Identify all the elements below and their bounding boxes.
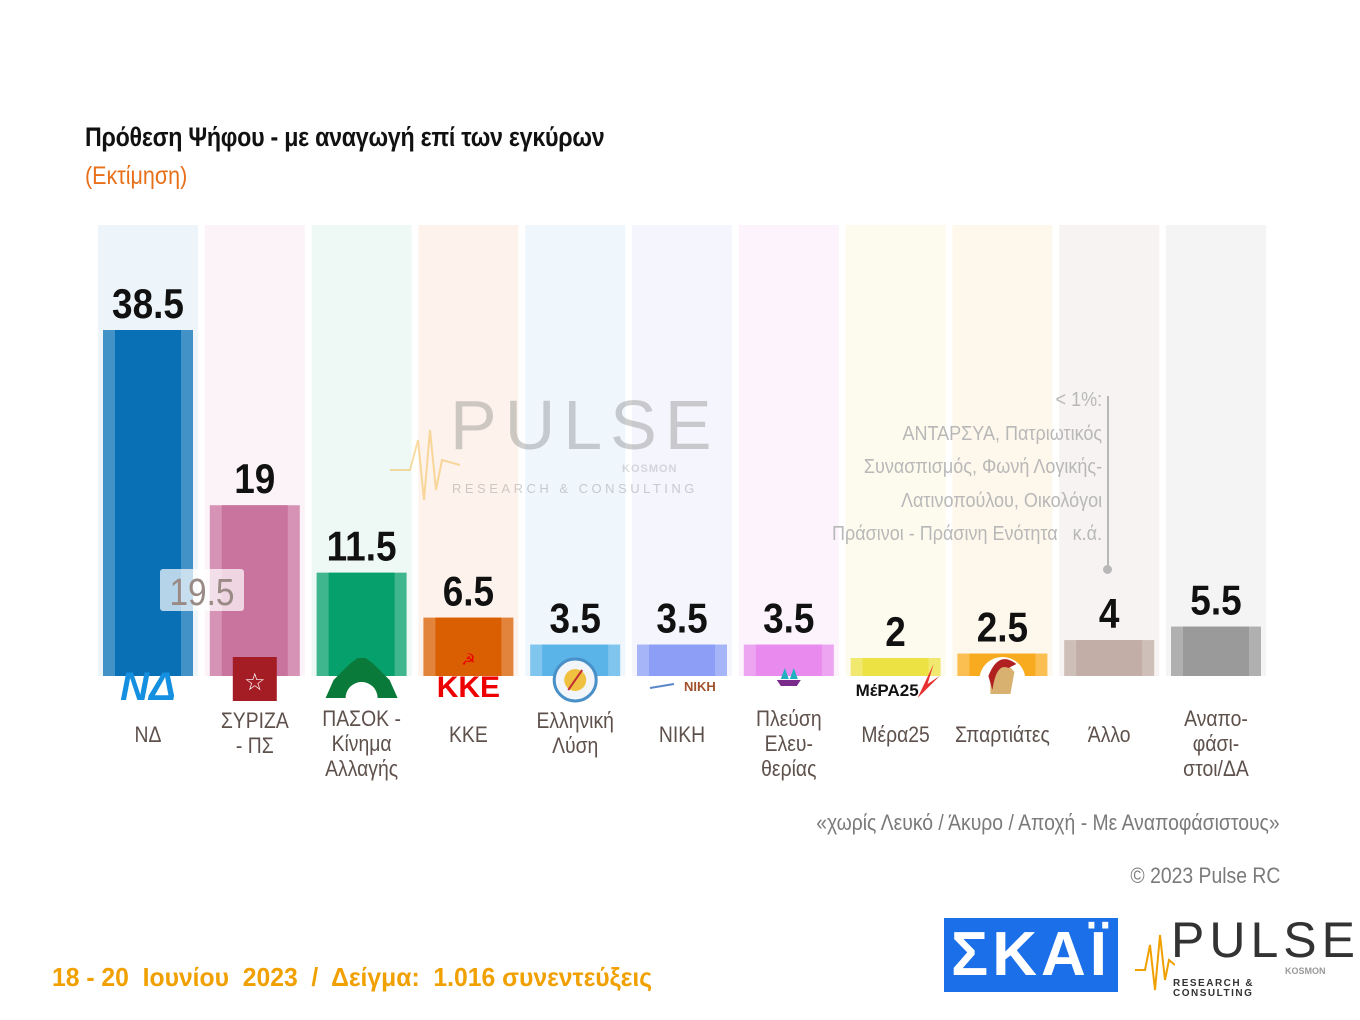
category-label: στοι/ΔΑ [1183,757,1249,781]
value-label: 3.5 [550,595,601,642]
fieldwork-info: 18 - 20 Ιουνίου 2023 / Δείγμα: 1.016 συν… [52,962,653,992]
party-logo-6 [776,668,801,686]
bar-core [435,617,502,676]
kke-logo-icon: ΚΚΕ [437,671,500,704]
value-label: 2.5 [977,604,1028,651]
chart-subtitle: (Εκτίμηση) [85,162,188,190]
mera25-logo-icon: ΜέΡΑ25 [856,681,919,700]
column-background [738,225,839,676]
value-label: 2 [885,609,906,656]
category-label: θερίας [761,757,816,781]
column-background [952,225,1053,676]
column-background [525,225,626,676]
party-logo-7: ΜέΡΑ25 [856,664,940,700]
bar-chart: 38.5 ΝΔ ΝΔ 19 ☆ ΣΥΡΙΖΑ- ΠΣ 11.5 ΠΑΣΟΚ -ΚίνημαΑλ… [98,225,1266,781]
value-label: 6.5 [443,568,494,615]
category-label: Ελευ- [765,732,813,756]
value-label: 5.5 [1190,577,1241,624]
category-label: Άλλο [1088,723,1131,747]
plefsi-ship-icon [776,680,801,686]
value-label: 3.5 [763,595,814,642]
nikh-logo-icon: ΝΙΚΗ [684,679,716,694]
category-label: Ελληνική [536,709,613,733]
bar-core [115,330,181,676]
note-connector-dot [1103,565,1112,574]
party-logo-4 [552,657,598,703]
ghost-label-box [160,569,244,611]
value-label: 38.5 [112,281,184,328]
category-label: Κίνημα [332,732,392,756]
column-background [845,225,946,676]
value-label: 19 [234,456,275,503]
value-label: 3.5 [656,595,707,642]
copyright: © 2023 Pulse RC [1130,863,1280,888]
party-logo-0: ΝΔ [120,665,176,709]
column-background [1166,225,1266,676]
column-background [632,225,732,676]
party-logo-8 [979,657,1026,703]
kke-hammer-sickle-icon: ☭ [461,652,475,669]
bar-core [649,644,715,676]
bar-core [1183,626,1249,676]
category-label: Μέρα25 [861,723,929,747]
column-background [1059,225,1160,676]
category-label: ΝΙΚΗ [659,723,705,747]
bar-core [1076,640,1143,676]
chart-title: Πρόθεση Ψήφου - με αναγωγή επί των εγκύρ… [85,122,605,152]
spartan-crest-icon [988,659,1017,690]
nd-logo-icon: ΝΔ [120,665,176,709]
pasok-sun-arc [345,682,378,698]
ghost-value-label: 19.5 [169,571,234,613]
value-label: 11.5 [327,523,397,570]
category-label: ΣΥΡΙΖΑ [221,709,289,733]
skai-logo: ΣΚΑΪ [944,918,1118,992]
pulse-logo: PULSE KOSMON RESEARCH & CONSULTING [1135,915,1355,999]
compass-needle [567,669,584,691]
category-label: ΚΚΕ [449,723,488,747]
pasok-sun-icon [325,658,398,698]
party-logo-1: ☆ [232,657,277,701]
nikh-wave-icon [649,683,675,689]
syriza-star-icon: ☆ [244,669,266,696]
plefsi-sails-icon [780,668,798,679]
party-logo-2 [325,658,398,698]
category-label: Αναπο- [1184,707,1248,731]
column-background [418,225,519,676]
bar-core [862,658,929,676]
party-logo-3: ☭ ΚΚΕ [437,652,500,704]
pulse-watermark: PULSE KOSMON RESEARCH & CONSULTING [390,390,712,501]
base-note: «χωρίς Λευκό / Άκυρο / Αποχή - Με Αναποφ… [816,810,1280,835]
minor-parties-note: < 1%: ΑΝΤΑΡΣΥΑ, Πατριωτικός Συνασπισμός,… [831,389,1102,545]
syriza-logo-icon [232,657,277,701]
category-label: Σπαρτιάτες [955,723,1050,747]
category-label: φάσι- [1193,732,1239,756]
category-label: Αλλαγής [325,757,398,781]
category-label: Πλεύση [756,707,822,731]
category-label: ΝΔ [135,723,162,747]
category-label: Λύση [552,734,598,758]
bar-core [755,644,822,676]
mera25-bird-icon [917,664,940,698]
category-label: ΠΑΣΟΚ - [322,707,401,731]
note-connector-line [1107,396,1109,568]
category-label: - ΠΣ [236,734,274,758]
value-label: 4 [1099,591,1120,638]
party-logo-5: ΝΙΚΗ [649,679,716,694]
